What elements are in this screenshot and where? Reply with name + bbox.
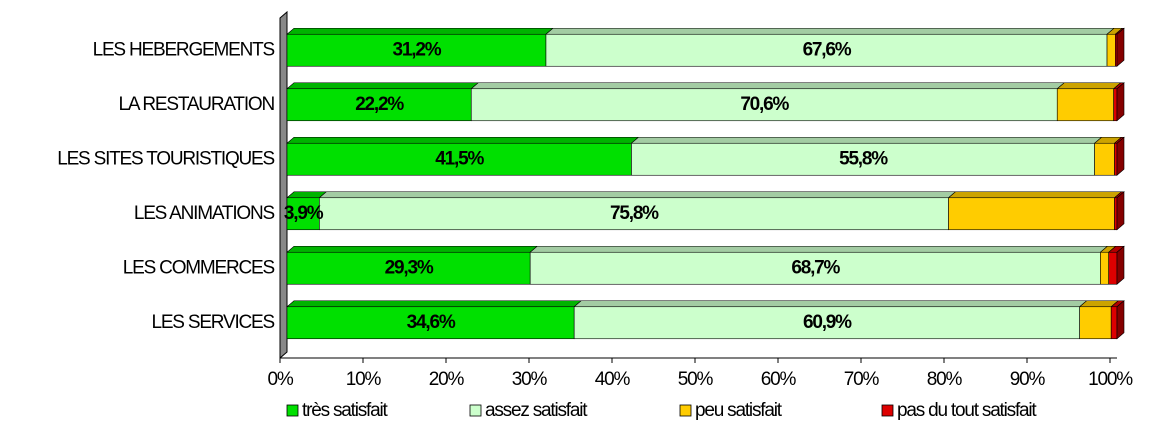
bar: [545, 33, 1108, 67]
y-tick-label: LES SERVICES: [151, 312, 274, 333]
x-tick-label: 40%: [595, 369, 631, 390]
bar-side: [1116, 27, 1125, 67]
x-tick-label: 20%: [429, 369, 465, 390]
bar-side: [1116, 136, 1125, 176]
bar: [1114, 142, 1118, 176]
bar: [1113, 88, 1118, 122]
bar: [529, 251, 1101, 285]
bar: [1108, 251, 1118, 285]
bar: [1110, 306, 1118, 340]
bar-top: [286, 136, 640, 144]
legend-swatch: [679, 404, 692, 417]
x-tick-label: 10%: [346, 369, 382, 390]
x-tick-label: 90%: [1010, 369, 1046, 390]
bar-top: [1056, 82, 1122, 90]
value-label: 3,9%: [284, 203, 324, 224]
x-tick-label: 100%: [1088, 369, 1133, 390]
wall: [279, 10, 288, 360]
bar: [286, 88, 472, 122]
bar: [286, 251, 531, 285]
bar-top: [545, 27, 1115, 35]
value-label: 67,6%: [803, 39, 852, 60]
value-label: 34,6%: [407, 312, 456, 333]
bar-top: [529, 245, 1109, 253]
value-label: 70,6%: [740, 94, 789, 115]
value-label: 22,2%: [355, 94, 404, 115]
legend-label: assez satisfait: [485, 400, 588, 421]
bar: [319, 197, 949, 231]
x-tick-label: 70%: [844, 369, 880, 390]
bar: [1106, 33, 1116, 67]
bar: [1079, 306, 1112, 340]
bar: [286, 197, 320, 231]
bar-top: [947, 191, 1123, 199]
bar-top: [318, 191, 957, 199]
legend-swatch: [286, 404, 299, 417]
bar-top: [630, 136, 1103, 144]
bar: [286, 306, 575, 340]
x-tick-label: 0%: [267, 369, 293, 390]
x-tick-label: 60%: [761, 369, 797, 390]
bar-side: [1116, 245, 1125, 285]
bar: [1056, 88, 1114, 122]
y-tick-label: LES HEBERGEMENTS: [93, 39, 275, 60]
bar: [948, 197, 1115, 231]
bar-top: [286, 300, 582, 308]
bar-top: [470, 82, 1066, 90]
y-tick-label: LES SITES TOURISTIQUES: [57, 148, 274, 169]
legend-label: peu satisfait: [695, 400, 783, 421]
bar-side: [1116, 191, 1125, 231]
y-tick-label: LA RESTAURATION: [119, 94, 275, 115]
bar-top: [573, 300, 1088, 308]
value-label: 29,3%: [385, 257, 434, 278]
bar-side: [1116, 300, 1125, 340]
bar: [286, 142, 632, 176]
bar: [1094, 142, 1115, 176]
bar: [1114, 197, 1118, 231]
value-label: 55,8%: [839, 148, 888, 169]
bar: [286, 33, 547, 67]
value-label: 60,9%: [803, 312, 852, 333]
bar: [573, 306, 1080, 340]
bar-top: [286, 27, 554, 35]
x-tick-label: 50%: [678, 369, 714, 390]
value-label: 31,2%: [393, 39, 442, 60]
bar-side: [1116, 82, 1125, 122]
value-label: 75,8%: [610, 203, 659, 224]
bar: [1100, 251, 1110, 285]
legend-swatch: [881, 404, 894, 417]
bar-top: [286, 82, 480, 90]
legend-label: pas du tout satisfait: [897, 400, 1037, 421]
x-tick-label: 30%: [512, 369, 548, 390]
legend-swatch: [469, 404, 482, 417]
legend-label: très satisfait: [302, 400, 388, 421]
value-label: 68,7%: [791, 257, 840, 278]
x-tick-label: 80%: [927, 369, 963, 390]
bar-top: [286, 245, 539, 253]
bar: [470, 88, 1058, 122]
y-tick-label: LES ANIMATIONS: [134, 203, 275, 224]
value-label: 41,5%: [435, 148, 484, 169]
y-tick-label: LES COMMERCES: [123, 257, 275, 278]
